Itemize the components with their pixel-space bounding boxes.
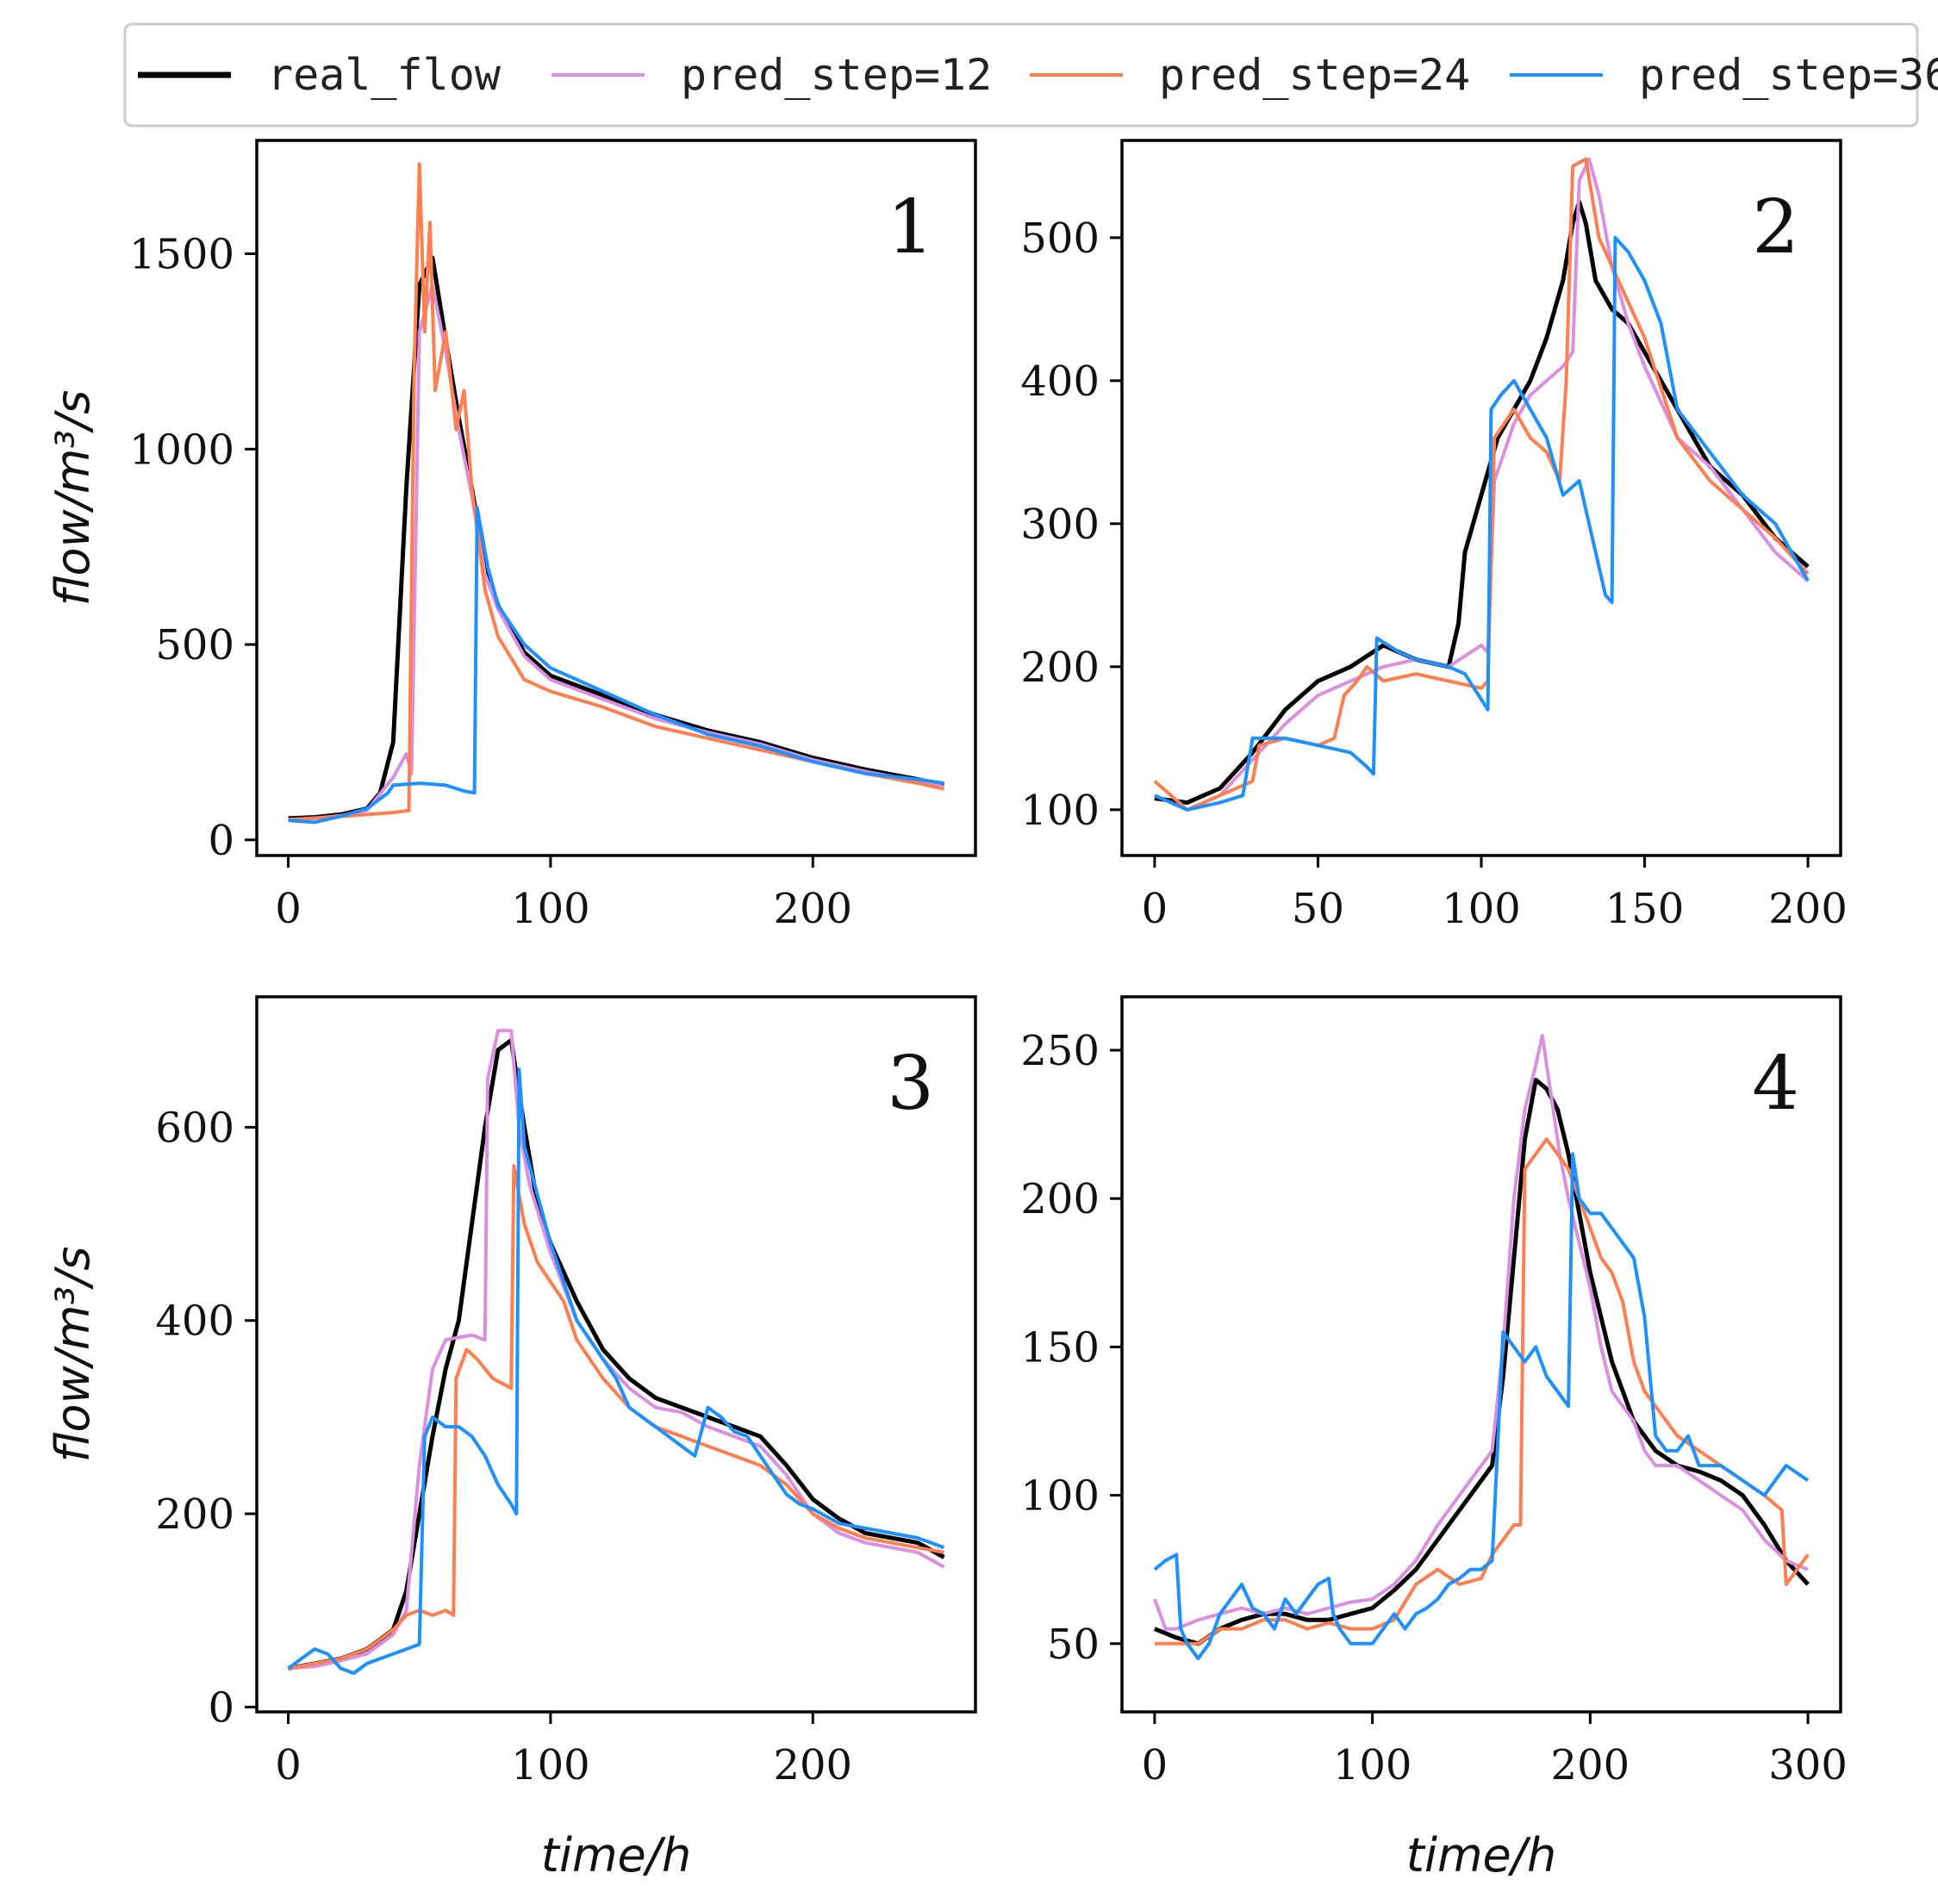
panel-4-ytick-label-100: 100 [1020,1472,1100,1521]
panel-1: 0 100 200 0 500 1000 1500 1 flow/m³/s [46,139,977,933]
panel-4-line-pred-step-12 [1153,1033,1809,1631]
panel-2-xtick-label-0: 0 [1142,885,1168,933]
panel-4-xtick-label-200: 200 [1551,1741,1630,1789]
panel-3-line-pred-step-36 [287,1067,945,1676]
panel-3-number: 3 [887,1041,934,1127]
panel-4-xtick-label-300: 300 [1768,1741,1848,1789]
panel-1-line-pred-step-12 [288,283,944,823]
panel-1-ylabel: flow/m³/s [46,390,100,607]
panel-2-xtick-label-50: 50 [1292,885,1344,933]
panel-1-line-pred-step-36 [288,506,944,824]
panel-2-line-pred-step-36 [1154,235,1810,812]
panel-2-ytick-label-200: 200 [1020,644,1100,692]
panel-2-ytick-label-100: 100 [1020,787,1100,835]
panel-1-xtick-label-100: 100 [511,885,590,933]
panel-3: 0 100 200 0 200 400 600 3 flow/m³/s time/h [46,995,977,1882]
panel-3-series [287,1029,945,1676]
panel-3-ytick-label-200: 200 [155,1490,234,1539]
panel-2-ytick-label-300: 300 [1020,501,1100,549]
panel-3-xtick-label-100: 100 [511,1741,590,1789]
legend-label-pred-step-12: pred_step=12 [681,50,992,100]
panel-3-ylabel: flow/m³/s [46,1247,100,1463]
legend-frame [123,22,1919,128]
panel-4-line-real-flow [1153,1077,1810,1646]
panel-3-ytick-label-600: 600 [155,1104,234,1152]
panel-4-frame [1120,995,1842,1714]
panel-1-xtick-label-200: 200 [773,885,852,933]
panel-4-ytick-label-150: 150 [1020,1323,1100,1372]
panel-3-ytick-label-400: 400 [155,1297,234,1346]
panel-1-frame [255,139,977,857]
panel-1-ytick-label-1500: 1500 [129,231,234,279]
panel-4-number: 4 [1752,1041,1799,1127]
panel-3-line-pred-step-24 [288,1164,944,1671]
panel-4-xtick-label-100: 100 [1333,1741,1412,1789]
panel-4-ytick-label-250: 250 [1020,1027,1100,1075]
panel-3-xtick-label-0: 0 [275,1741,302,1789]
legend-label-pred-step-24: pred_step=24 [1159,50,1470,100]
legend-label-pred-step-36: pred_step=36 [1639,50,1938,100]
panel-4: 0 100 200 300 50 100 150 200 250 4 time/h [1020,995,1848,1882]
panel-1-ytick-label-0: 0 [208,817,234,865]
panel-3-line-real-flow [288,1038,945,1671]
panel-4-xlabel: time/h [1406,1828,1556,1882]
panel-2-ytick-label-500: 500 [1020,215,1100,263]
panel-2-xtick-label-200: 200 [1768,885,1848,933]
panel-1-line-pred-step-24 [288,162,944,822]
panel-4-ytick-label-200: 200 [1020,1175,1100,1223]
panel-2-series [1153,157,1810,812]
panel-2-line-pred-step-12 [1154,157,1810,812]
panel-3-xtick-label-200: 200 [773,1741,852,1789]
panel-1-line-real-flow [288,255,945,821]
legend-label-real-flow: real_flow [267,50,502,100]
panel-2-ytick-label-400: 400 [1020,358,1100,406]
panel-2-line-pred-step-24 [1153,157,1810,812]
panel-2-xtick-label-100: 100 [1442,885,1521,933]
panel-1-xtick-label-0: 0 [275,885,302,933]
panel-2-number: 2 [1752,184,1799,271]
panel-2: 0 50 100 150 200 100 200 300 400 500 2 [1020,139,1848,933]
panel-2-xtick-label-150: 150 [1605,885,1685,933]
panel-4-line-pred-step-36 [1153,1152,1810,1660]
panel-4-ytick-label-50: 50 [1047,1621,1100,1669]
legend: real_flow pred_step=12 pred_step=24 pred_st… [123,22,1938,128]
panel-1-series [288,162,945,824]
panel-2-line-real-flow [1154,199,1810,806]
panel-4-series [1153,1033,1810,1660]
panel-1-ytick-label-500: 500 [155,621,234,669]
panel-1-number: 1 [887,184,934,271]
panel-3-line-pred-step-12 [288,1029,945,1671]
panel-3-ytick-label-0: 0 [208,1683,234,1732]
panel-4-xtick-label-0: 0 [1142,1741,1168,1789]
panel-1-ytick-label-1000: 1000 [129,426,234,474]
panel-3-xlabel: time/h [541,1828,691,1882]
panel-3-frame [255,995,977,1714]
